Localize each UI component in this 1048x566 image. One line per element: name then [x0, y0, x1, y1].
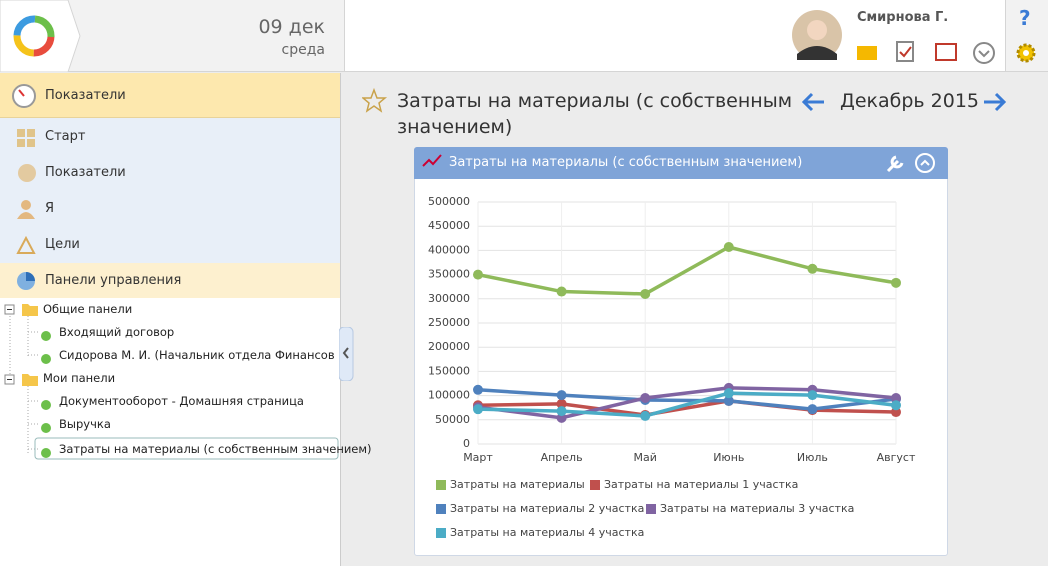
y-tick-label: 200000 [428, 340, 470, 353]
legend-swatch [436, 480, 446, 490]
series-line [477, 399, 897, 417]
x-tick-label: Июнь [713, 451, 744, 464]
y-tick-label: 50000 [435, 413, 470, 426]
data-point [473, 404, 483, 415]
settings-icon[interactable] [1015, 42, 1037, 64]
tree-folder[interactable]: Мои панели [43, 371, 116, 385]
tasks-icon[interactable] [896, 41, 914, 62]
user-name[interactable]: Смирнова Г. [857, 10, 949, 25]
period-arrows [801, 92, 1007, 112]
collapse-button[interactable] [915, 153, 935, 173]
widget-title: Затраты на материалы (с собственным знач… [449, 155, 803, 170]
y-tick-label: 350000 [428, 268, 470, 281]
data-point [723, 395, 734, 406]
data-point [640, 288, 651, 299]
widget-header [414, 147, 948, 179]
menu-item[interactable]: Панели управления [0, 263, 340, 298]
y-tick-label: 0 [463, 437, 470, 450]
data-point [891, 400, 901, 411]
sidebar: Показатели Старт Показатели Я Цели Панел… [0, 73, 372, 566]
data-point [556, 398, 567, 409]
series-line [477, 391, 897, 418]
data-point [807, 390, 818, 401]
legend-label: Затраты на материалы [450, 478, 585, 491]
data-point [807, 404, 818, 415]
tree-item[interactable]: Сидорова М. И. (Начальник отдела Финансо… [59, 348, 334, 362]
weekday: среда [281, 42, 325, 58]
series-line [477, 388, 897, 411]
chart: text{font-size:11px;fill:#444;dominant-b… [428, 195, 916, 539]
next-period[interactable] [984, 92, 1007, 112]
series-line [477, 386, 897, 420]
y-tick-label: 250000 [428, 316, 470, 329]
series-line [477, 245, 897, 296]
tree-folder[interactable]: Общие панели [43, 302, 133, 316]
x-tick-label: Апрель [541, 451, 583, 464]
prev-period[interactable] [801, 92, 824, 112]
y-tick-label: 450000 [428, 219, 470, 232]
data-point [556, 406, 567, 417]
data-point [640, 393, 651, 404]
legend-label: Затраты на материалы 1 участка [604, 478, 798, 491]
tree-item[interactable]: Входящий договор [59, 325, 175, 339]
collapse-handle[interactable] [339, 327, 354, 381]
data-point [640, 410, 651, 421]
x-tick-label: Май [634, 451, 657, 464]
legend-label: Затраты на материалы 4 участка [450, 526, 644, 539]
data-point [473, 269, 483, 280]
data-point [723, 242, 734, 253]
date: 09 дек [258, 16, 325, 38]
widget-tools [886, 153, 935, 173]
user-panel [792, 10, 995, 64]
data-point [723, 388, 734, 399]
legend-swatch [646, 504, 656, 514]
tree-item[interactable]: Документооборот - Домашняя страница [59, 394, 304, 408]
tree-item-selected[interactable]: Затраты на материалы (с собственным знач… [59, 442, 372, 456]
page-title: Затраты на материалы (с собственным знач… [397, 90, 793, 138]
data-point [473, 384, 483, 395]
legend-swatch [590, 480, 600, 490]
y-tick-label: 150000 [428, 364, 470, 377]
calendar-icon[interactable] [935, 43, 957, 61]
mail-icon[interactable] [857, 46, 877, 60]
y-tick-label: 300000 [428, 292, 470, 305]
data-point [891, 277, 901, 288]
legend-label: Затраты на материалы 2 участка [450, 502, 644, 515]
x-tick-label: Август [877, 451, 916, 464]
menu-item[interactable]: Показатели [0, 155, 340, 191]
widget-icon [422, 154, 442, 167]
data-point [891, 393, 901, 404]
y-tick-label: 400000 [428, 243, 470, 256]
menu-item[interactable]: Цели [0, 227, 340, 263]
help[interactable]: ? [1019, 6, 1031, 30]
menu-icons [12, 84, 36, 290]
menu-item[interactable]: Старт [0, 118, 340, 155]
legend-label: Затраты на материалы 3 участка [660, 502, 854, 515]
widget [414, 147, 948, 556]
x-tick-label: Июль [797, 451, 828, 464]
data-point [556, 286, 567, 297]
period: Декабрь 2015 [840, 90, 980, 112]
x-tick-label: Март [463, 451, 493, 464]
tree-item[interactable]: Выручка [59, 417, 111, 431]
favorite-star[interactable] [362, 88, 388, 114]
tree-lines [4, 304, 339, 460]
legend-swatch [436, 528, 446, 538]
header-right [345, 0, 1005, 72]
logo[interactable] [0, 0, 82, 72]
y-tick-label: 500000 [428, 195, 470, 208]
settings-button[interactable] [886, 155, 904, 173]
data-point [807, 263, 818, 274]
menu-item[interactable]: Я [0, 191, 340, 227]
section-header[interactable]: Показатели [0, 73, 340, 118]
y-tick-label: 100000 [428, 389, 470, 402]
legend-swatch [436, 504, 446, 514]
menu-icon[interactable] [973, 42, 995, 64]
data-point [556, 390, 567, 401]
